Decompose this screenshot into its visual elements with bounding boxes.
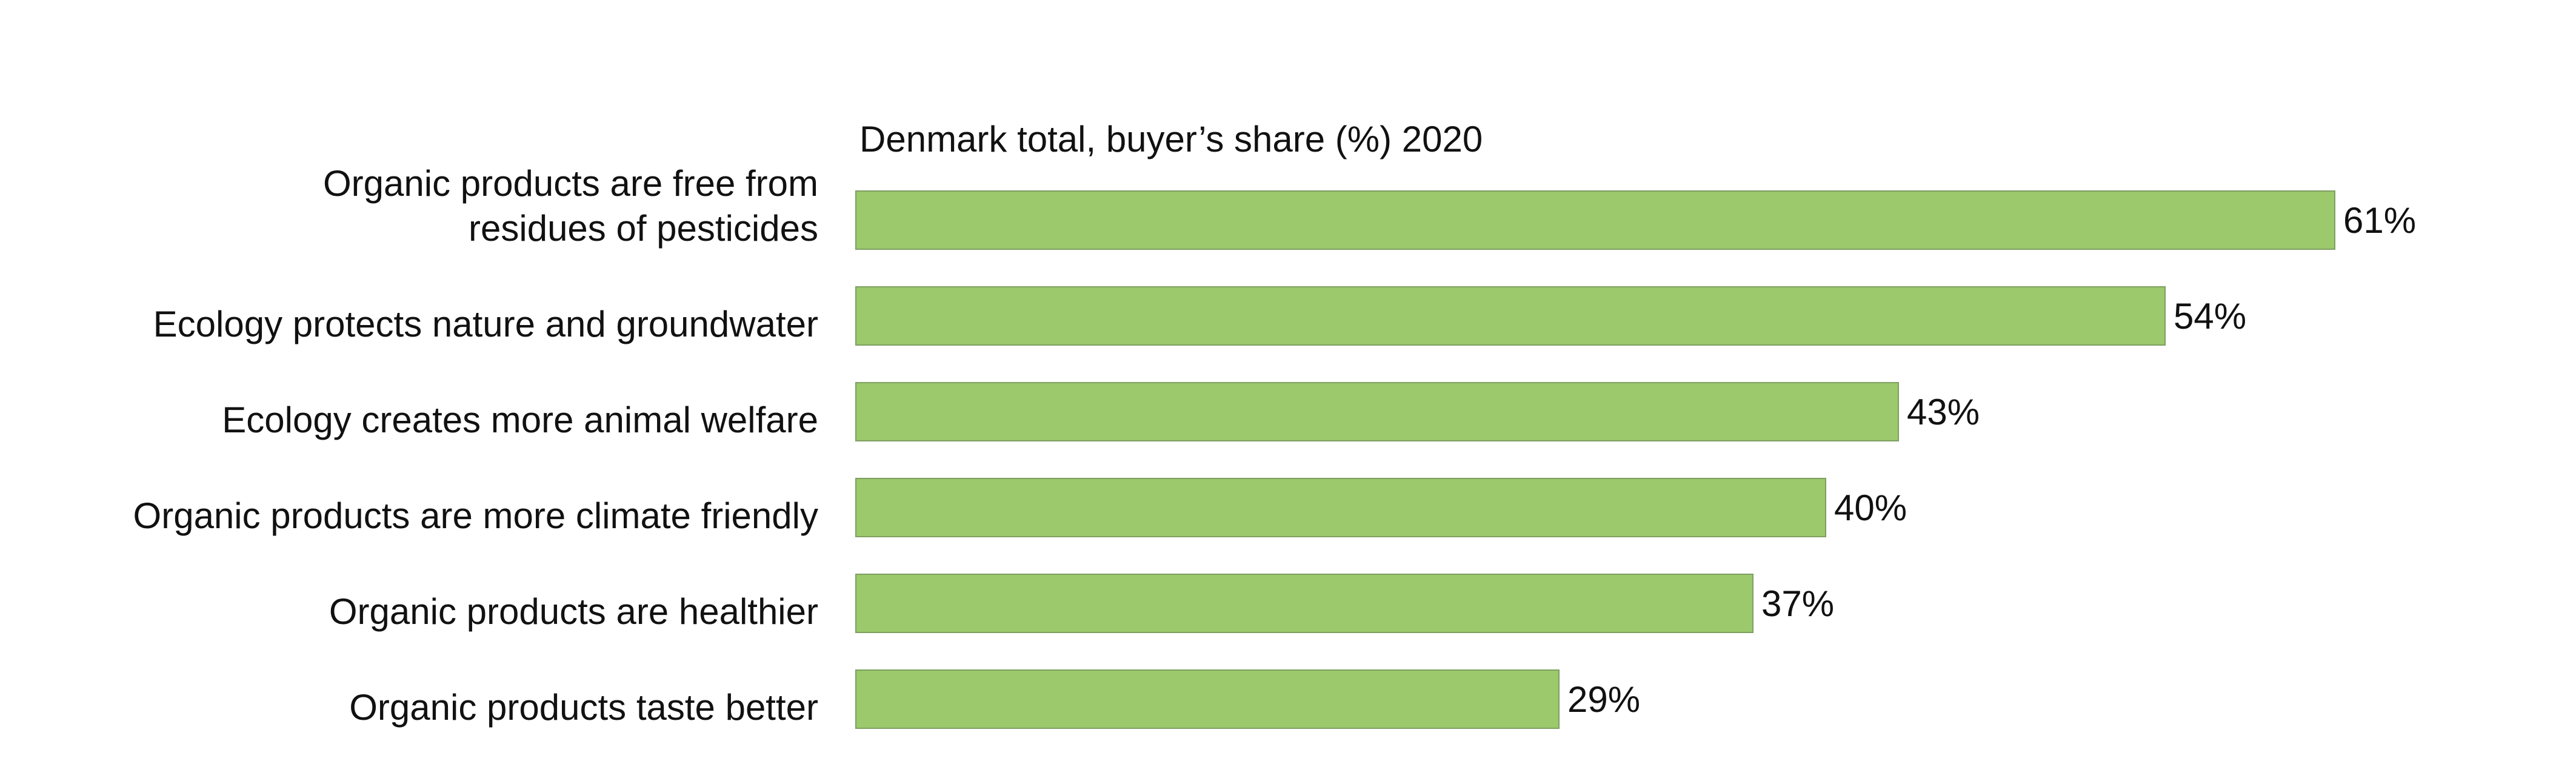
category-label-2: Ecology protects nature and groundwater (153, 304, 818, 344)
bar-2 (855, 286, 2166, 346)
category-label-1-line-2: residues of pesticides (469, 208, 818, 249)
bar-3 (855, 382, 1899, 441)
bar-4 (855, 478, 1826, 537)
bar-5 (855, 574, 1753, 633)
category-label-5: Organic products are healthier (329, 591, 818, 632)
category-label-6: Organic products taste better (349, 687, 818, 728)
value-label-1: 61% (2343, 200, 2416, 241)
bar-6 (855, 669, 1560, 729)
value-label-4: 40% (1834, 488, 1907, 528)
category-label-4: Organic products are more climate friend… (133, 495, 818, 536)
chart-title: Denmark total, buyer’s share (%) 2020 (859, 119, 1483, 159)
bar-1 (855, 190, 2335, 250)
value-label-5: 37% (1761, 583, 1834, 624)
value-label-6: 29% (1567, 679, 1640, 720)
value-labels-layer: 61% 54% 43% 40% 37% 29% (1567, 200, 2416, 720)
value-label-2: 54% (2174, 296, 2246, 337)
category-label-3: Ecology creates more animal welfare (222, 400, 818, 440)
category-label-1-line-1: Organic products are free from (323, 163, 818, 204)
value-label-3: 43% (1907, 392, 1980, 432)
bars-layer (855, 190, 2335, 729)
